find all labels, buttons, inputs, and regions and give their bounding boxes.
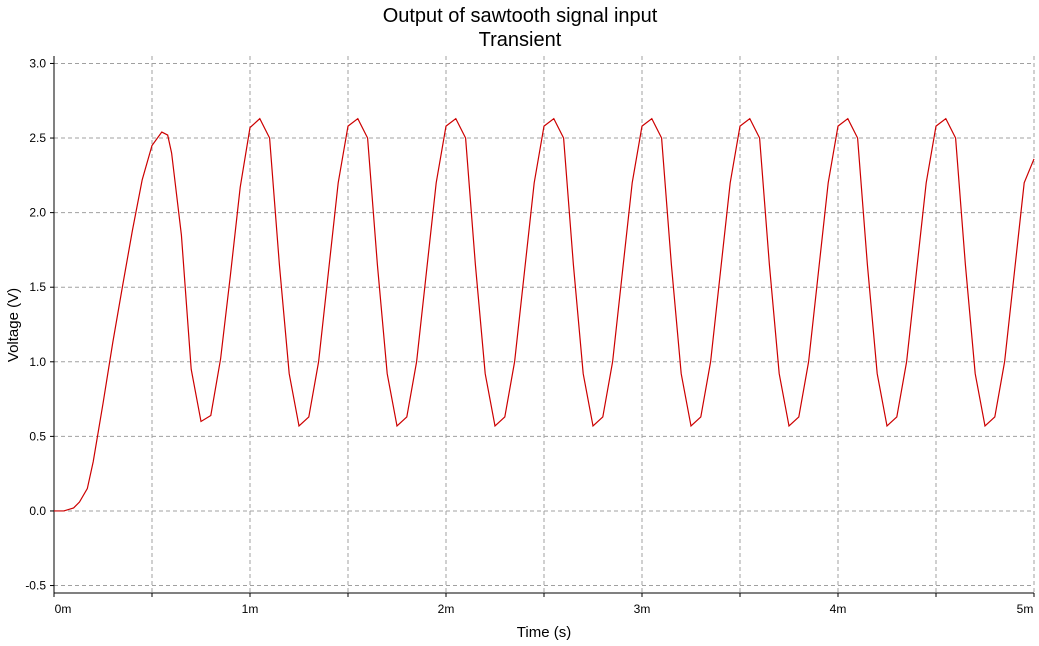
x-axis-label: Time (s) [517,624,571,641]
y-tick-label: 3.0 [29,56,46,70]
y-tick-label: 2.0 [29,206,46,220]
chart-subtitle: Transient [479,29,562,51]
y-tick-label: -0.5 [25,579,46,593]
y-axis-label: Voltage (V) [5,288,22,362]
axes [50,56,1035,597]
series-layer [54,117,1035,512]
x-tick-label: 3m [634,602,651,616]
x-tick-label: 1m [242,602,259,616]
y-tick-label: 1.5 [29,280,46,294]
x-tick-label: 0m [55,602,72,616]
y-tick-label: 0.0 [29,504,46,518]
x-tick-label: 4m [830,602,847,616]
series-line-0 [54,117,1035,512]
chart-title: Output of sawtooth signal input [383,5,658,27]
grid [54,56,1035,593]
y-tick-label: 1.0 [29,355,46,369]
x-tick-label: 5m [1017,602,1034,616]
y-tick-label: 2.5 [29,131,46,145]
x-tick-label: 2m [438,602,455,616]
y-tick-label: 0.5 [29,429,46,443]
tick-labels: 0m 1m 2m 3m 4m 5m -0.5 0.0 0.5 1.0 1.5 2.0 2.5 3.0 [25,56,1033,616]
